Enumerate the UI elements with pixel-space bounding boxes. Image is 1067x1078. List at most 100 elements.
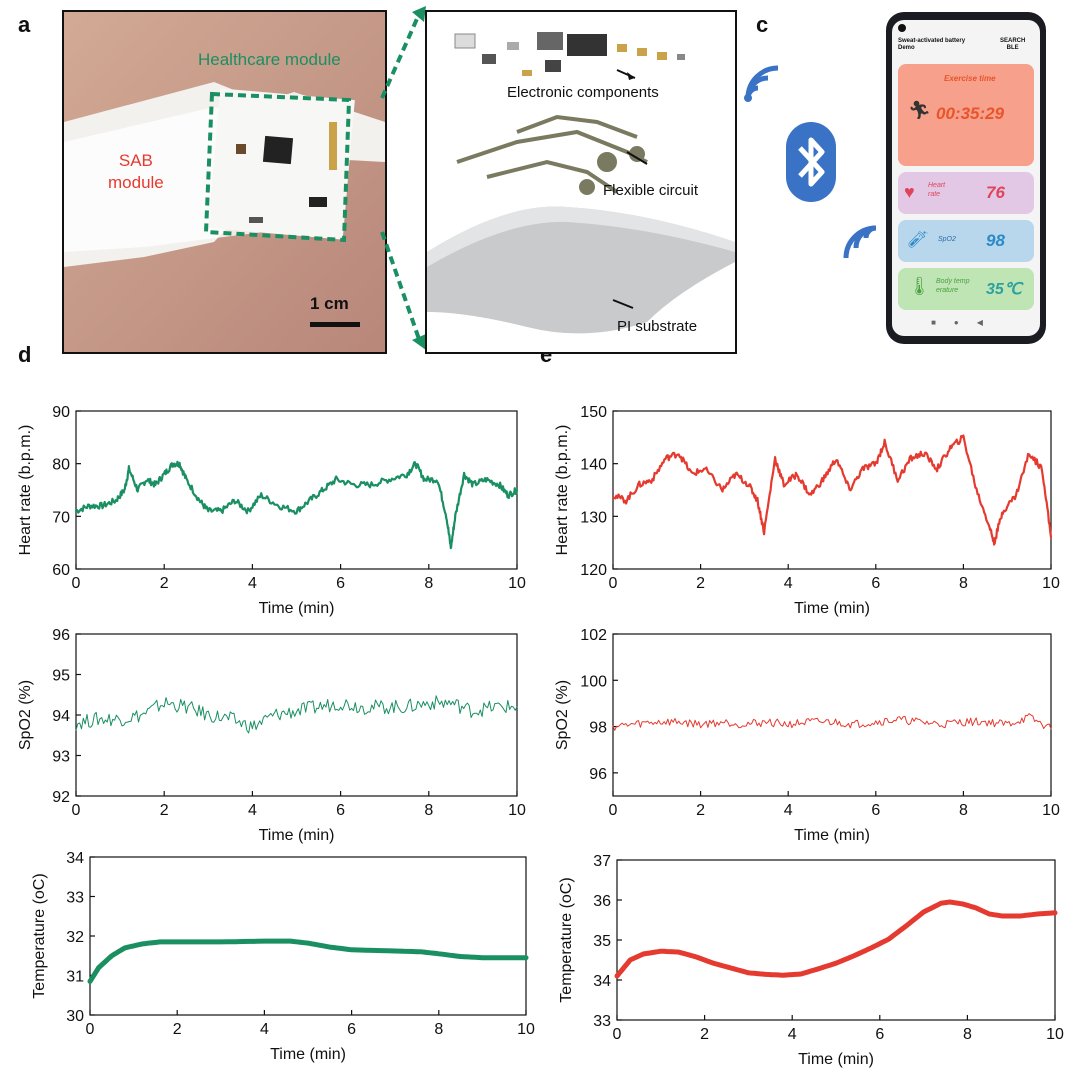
y-tick-label: 130 bbox=[580, 509, 607, 526]
x-tick-label: 8 bbox=[424, 802, 433, 819]
spo2-value: 98 bbox=[986, 231, 1005, 250]
y-tick-label: 60 bbox=[52, 562, 70, 579]
temp-label-line1: Body temp bbox=[936, 278, 970, 285]
x-tick-label: 10 bbox=[1042, 802, 1060, 819]
sab-label-line1: SAB bbox=[118, 151, 153, 170]
x-tick-label: 10 bbox=[508, 802, 526, 819]
x-tick-label: 8 bbox=[424, 575, 433, 592]
y-tick-label: 34 bbox=[66, 850, 84, 867]
x-tick-label: 2 bbox=[696, 802, 705, 819]
y-tick-label: 33 bbox=[66, 890, 84, 907]
y-tick-label: 34 bbox=[593, 973, 611, 990]
x-tick-label: 4 bbox=[248, 802, 257, 819]
nav-bar: ■●◀ bbox=[892, 318, 1040, 336]
search-label-line2: BLE bbox=[1006, 45, 1019, 51]
x-tick-label: 2 bbox=[160, 802, 169, 819]
pi-substrate-label: PI substrate bbox=[617, 318, 698, 335]
exercise-card[interactable]: Exercise time 🏃︎ 00:35:29 bbox=[898, 64, 1034, 166]
y-tick-label: 32 bbox=[66, 929, 84, 946]
heart-icon: ♥ bbox=[904, 182, 915, 202]
home-icon[interactable]: ● bbox=[953, 318, 977, 327]
x-tick-label: 0 bbox=[609, 802, 618, 819]
exercise-value: 00:35:29 bbox=[936, 104, 1005, 123]
x-tick-label: 2 bbox=[696, 575, 705, 592]
heart-value: 76 bbox=[986, 183, 1005, 202]
x-tick-label: 6 bbox=[871, 802, 880, 819]
x-tick-label: 10 bbox=[1046, 1026, 1064, 1043]
sab-label-line2: module bbox=[108, 173, 164, 192]
x-tick-label: 2 bbox=[700, 1026, 709, 1043]
x-tick-label: 6 bbox=[336, 802, 345, 819]
y-axis-label: Temperature (oC) bbox=[31, 873, 48, 998]
panel-letter-a: a bbox=[18, 12, 31, 37]
plot-frame bbox=[612, 410, 1052, 570]
x-tick-label: 10 bbox=[517, 1021, 535, 1038]
app-title-line2: Demo bbox=[898, 45, 915, 51]
y-tick-label: 90 bbox=[52, 404, 70, 421]
x-tick-label: 0 bbox=[72, 802, 81, 819]
flexible-circuit-label: Flexible circuit bbox=[603, 182, 699, 199]
y-tick-label: 70 bbox=[52, 509, 70, 526]
y-tick-label: 35 bbox=[593, 933, 611, 950]
series-line bbox=[75, 695, 518, 734]
x-tick-label: 8 bbox=[434, 1021, 443, 1038]
x-tick-label: 8 bbox=[963, 1026, 972, 1043]
wifi-signal-icon-2 bbox=[843, 225, 877, 259]
x-tick-label: 4 bbox=[784, 575, 793, 592]
y-axis-label: Heart rate (b.p.m.) bbox=[17, 425, 34, 556]
x-tick-label: 0 bbox=[72, 575, 81, 592]
temperature-card[interactable]: 🌡︎ Body temp erature 35℃ bbox=[898, 268, 1034, 310]
x-tick-label: 4 bbox=[784, 802, 793, 819]
electronic-components-layer bbox=[454, 32, 685, 76]
device-photo: Healthcare module SAB module 1 cm bbox=[62, 10, 387, 354]
chart-e-hr: 0 2 4 6 8 10 120 130 140 150 Time (min) Heart rate … bbox=[554, 404, 1060, 617]
series-line bbox=[612, 713, 1052, 731]
x-tick-label: 0 bbox=[613, 1026, 622, 1043]
phone-screen: Sweat-activated battery Demo SEARCH BLE … bbox=[892, 20, 1040, 336]
y-axis-label: Temperature (oC) bbox=[558, 877, 575, 1002]
series-line bbox=[87, 938, 529, 984]
search-ble-button[interactable]: SEARCH BLE bbox=[1000, 38, 1025, 52]
y-tick-label: 94 bbox=[52, 708, 70, 725]
y-tick-label: 100 bbox=[580, 673, 607, 690]
chip bbox=[262, 135, 294, 165]
x-axis-label: Time (min) bbox=[794, 827, 870, 844]
back-icon[interactable]: ◀ bbox=[976, 318, 1001, 327]
wifi-signal-icon bbox=[744, 65, 779, 102]
chart-d-hr: 0 2 4 6 8 10 60 70 80 90 Time (min) Heart rate (b.p… bbox=[17, 404, 526, 617]
app-title-line1: Sweat-activated battery bbox=[898, 38, 966, 44]
y-tick-label: 36 bbox=[593, 893, 611, 910]
chart-e-temp: 0 2 4 6 8 10 33 34 35 36 37 Time (min) Temperature (… bbox=[558, 853, 1064, 1068]
chart-d-temp: 0 2 4 6 8 10 30 31 32 33 34 Time (min) Temperature (… bbox=[31, 850, 535, 1063]
y-tick-label: 80 bbox=[52, 457, 70, 474]
recent-apps-icon[interactable]: ■ bbox=[931, 318, 954, 327]
pi-substrate-layer bbox=[427, 206, 735, 334]
y-axis-label: SpO2 (%) bbox=[17, 680, 34, 750]
x-tick-label: 6 bbox=[875, 1026, 884, 1043]
zoom-connector bbox=[380, 6, 426, 350]
panel-letter-c: c bbox=[756, 12, 769, 37]
x-axis-label: Time (min) bbox=[270, 1046, 346, 1063]
x-tick-label: 6 bbox=[336, 575, 345, 592]
heart-rate-card[interactable]: ♥ Heart rate 76 bbox=[898, 172, 1034, 214]
y-axis-label: SpO2 (%) bbox=[554, 680, 571, 750]
app-title: Sweat-activated battery Demo bbox=[898, 38, 965, 52]
x-axis-label: Time (min) bbox=[798, 1051, 874, 1068]
test-tube-icon: 🧪︎ bbox=[908, 232, 929, 249]
x-axis-label: Time (min) bbox=[259, 827, 335, 844]
plot-frame bbox=[616, 859, 1056, 1021]
spo2-card[interactable]: 🧪︎ SpO2 98 bbox=[898, 220, 1034, 262]
x-tick-label: 4 bbox=[788, 1026, 797, 1043]
runner-icon: 🏃︎ bbox=[908, 100, 931, 120]
y-tick-label: 150 bbox=[580, 404, 607, 421]
smartphone: Sweat-activated battery Demo SEARCH BLE … bbox=[886, 12, 1046, 344]
x-tick-label: 0 bbox=[86, 1021, 95, 1038]
y-tick-label: 96 bbox=[52, 627, 70, 644]
y-tick-label: 96 bbox=[589, 766, 607, 783]
chart-e-spo2: 0 2 4 6 8 10 96 98 100 102 Time (min) SpO2 (%) bbox=[554, 627, 1060, 844]
plot-frame bbox=[612, 633, 1052, 797]
electronic-components-label: Electronic components bbox=[507, 84, 659, 101]
series-line bbox=[74, 460, 519, 550]
search-label-line1: SEARCH bbox=[1000, 38, 1026, 44]
